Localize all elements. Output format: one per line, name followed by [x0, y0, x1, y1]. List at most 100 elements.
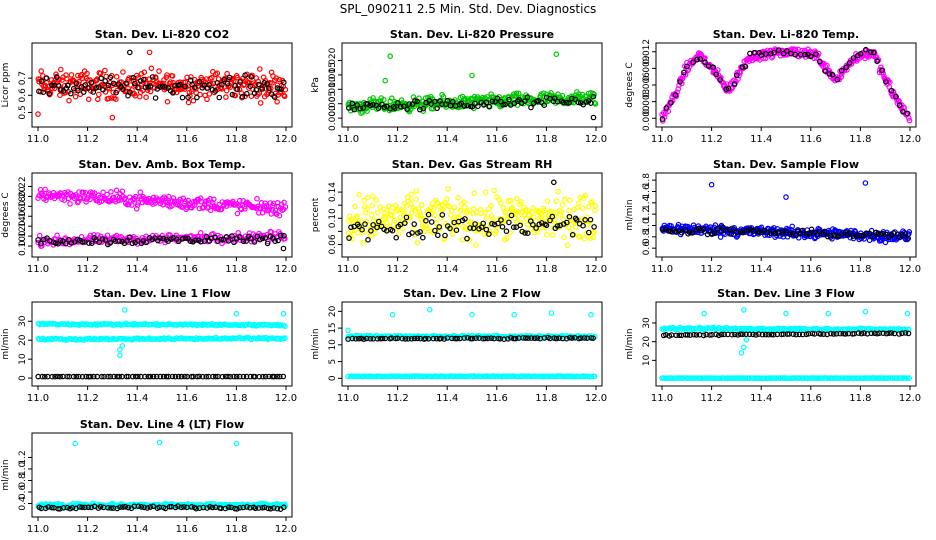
data-point [395, 231, 402, 237]
data-point [107, 240, 114, 246]
data-point [461, 204, 468, 211]
data-point [234, 74, 241, 81]
data-point [282, 323, 288, 330]
data-point [259, 86, 266, 92]
data-point [57, 373, 64, 380]
series-3 [35, 373, 287, 380]
data-point [416, 209, 423, 216]
data-point [68, 72, 75, 78]
data-point [156, 68, 162, 74]
data-point [772, 230, 779, 237]
data-point [581, 335, 588, 341]
data-point [572, 96, 579, 103]
data-point [149, 321, 155, 328]
data-point [590, 234, 597, 241]
data-point [682, 226, 689, 233]
x-tick-label: 12.0 [275, 264, 297, 275]
data-point [242, 72, 248, 79]
chart-title: Stan. Dev. Li-820 Pressure [390, 28, 554, 41]
data-point [510, 335, 517, 342]
chart-title: Stan. Dev. Line 4 (LT) Flow [80, 418, 244, 431]
x-tick-label: 11.0 [651, 134, 673, 145]
data-point [113, 73, 120, 80]
x-tick-label: 11.2 [76, 134, 98, 145]
data-point [862, 180, 869, 186]
data-point [352, 335, 359, 342]
y-tick-label: 0 [328, 375, 338, 381]
data-point [559, 202, 566, 208]
x-tick-label: 11.4 [126, 524, 148, 535]
data-point [373, 197, 380, 203]
data-point [375, 218, 382, 225]
data-point [815, 50, 822, 57]
data-point [182, 235, 189, 241]
data-point [534, 335, 541, 341]
series-2 [659, 46, 911, 122]
data-point [566, 197, 573, 204]
data-point [274, 373, 281, 380]
data-point [439, 212, 446, 218]
data-point [711, 230, 718, 237]
data-point [266, 206, 273, 213]
data-point [231, 239, 237, 246]
data-point [582, 192, 589, 199]
x-tick-label: 11.0 [27, 393, 49, 404]
data-point [97, 70, 104, 77]
data-point [182, 83, 188, 90]
data-point [686, 229, 693, 236]
x-tick-label: 11.6 [176, 264, 198, 275]
data-point [517, 222, 524, 229]
data-point [491, 221, 498, 228]
data-point [68, 90, 74, 97]
y-axis-label: ml/min [625, 199, 635, 230]
data-point [528, 335, 535, 341]
data-point [575, 99, 582, 106]
data-point [108, 189, 114, 195]
data-point [229, 233, 235, 239]
data-point [493, 194, 500, 200]
data-point [267, 79, 273, 86]
data-point [464, 208, 470, 215]
data-point [142, 84, 149, 91]
data-point [135, 373, 141, 380]
data-point [38, 68, 45, 74]
data-point [533, 225, 539, 231]
data-point [268, 91, 275, 97]
data-point [381, 104, 388, 110]
data-point [251, 239, 258, 245]
data-point [119, 373, 125, 380]
data-point [352, 203, 358, 210]
data-point [738, 350, 745, 356]
data-point [80, 89, 87, 95]
data-point [416, 106, 423, 113]
data-point [66, 97, 72, 104]
x-tick-label: 11.0 [27, 524, 49, 535]
data-point [577, 194, 584, 201]
data-point [99, 236, 106, 242]
series-2 [659, 224, 912, 242]
data-point [522, 335, 529, 341]
data-point [862, 308, 869, 315]
x-tick-label: 12.0 [899, 393, 921, 404]
data-point [569, 232, 576, 238]
data-point [363, 335, 370, 342]
chart-panel-1: Stan. Dev. Li-820 CO2 Licor ppm 11.0 11.2 11… [1, 28, 297, 145]
data-point [127, 49, 133, 56]
data-point [589, 199, 595, 205]
data-point [869, 233, 876, 240]
y-tick-label: 5 [328, 359, 338, 365]
data-point [461, 335, 468, 341]
data-point [579, 216, 585, 222]
chart-title: Stan. Dev. Li-820 CO2 [95, 28, 230, 41]
chart-title: Stan. Dev. Li-820 Temp. [713, 28, 859, 41]
data-point [473, 242, 479, 248]
data-point [225, 373, 231, 380]
data-point [477, 206, 484, 213]
x-tick-label: 12.0 [899, 264, 921, 275]
data-point [231, 373, 237, 380]
data-point [590, 90, 596, 97]
data-point [237, 79, 243, 85]
data-point [568, 95, 575, 102]
data-point [211, 336, 218, 342]
data-point [498, 200, 504, 206]
